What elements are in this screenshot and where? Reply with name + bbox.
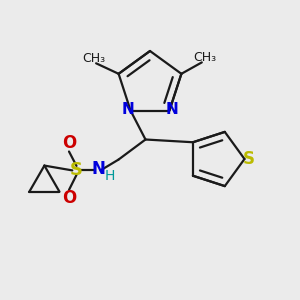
Text: N: N	[166, 102, 179, 117]
Text: CH₃: CH₃	[82, 52, 105, 65]
Text: N: N	[91, 160, 105, 178]
Text: S: S	[243, 150, 255, 168]
Text: CH₃: CH₃	[193, 51, 216, 64]
Text: N: N	[122, 102, 135, 117]
Text: H: H	[105, 169, 115, 183]
Text: O: O	[62, 134, 76, 152]
Text: S: S	[70, 161, 83, 179]
Text: O: O	[62, 189, 76, 207]
